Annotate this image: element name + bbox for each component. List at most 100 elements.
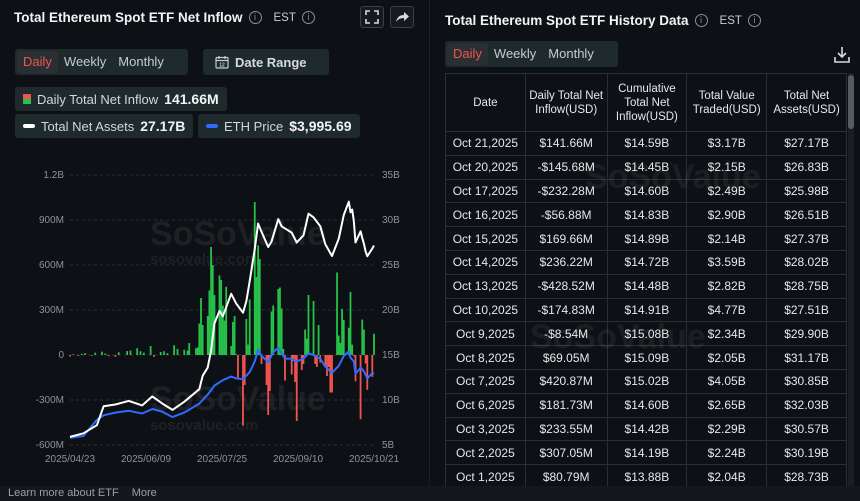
download-icon[interactable] [832,45,852,65]
legend-net-assets[interactable]: Total Net Assets 27.17B [15,114,194,138]
inflow-bar[interactable] [295,355,298,421]
inflow-bar[interactable] [268,355,271,391]
timezone-info-icon[interactable]: i [301,11,315,24]
inflow-bar[interactable] [359,355,362,420]
inflow-bar[interactable] [307,295,310,355]
table-row[interactable]: Oct 10,2025 -$174.83M $14.91B $4.77B $27.51B [445,297,847,323]
inflow-bar[interactable] [84,353,87,355]
inflow-bar[interactable] [114,355,117,357]
table-row[interactable]: Oct 8,2025 $69.05M $15.09B $2.05B $31.17B [445,345,847,370]
net-assets-line[interactable] [69,200,375,438]
inflow-bar[interactable] [255,277,258,355]
inflow-bar[interactable] [176,349,179,355]
inflow-bar[interactable] [317,325,320,355]
inflow-bar[interactable] [237,355,239,378]
inflow-bar[interactable] [258,259,261,355]
inflow-bar[interactable] [129,350,132,356]
table-row[interactable]: Oct 21,2025 $141.66M $14.59B $3.17B $27.17B [445,131,847,156]
inflow-bar[interactable] [371,355,374,377]
inflow-bar[interactable] [305,338,308,356]
inflow-bar[interactable] [225,286,228,355]
inflow-bar[interactable] [248,299,251,356]
inflow-bar[interactable] [223,320,226,356]
inflow-bar[interactable] [153,355,155,357]
table-row[interactable]: Oct 6,2025 $181.73M $14.60B $2.65B $32.03B [445,392,847,418]
fullscreen-icon[interactable] [360,6,384,28]
inflow-bar[interactable] [245,319,248,355]
inflow-bar[interactable] [136,348,139,355]
inflow-bar[interactable] [195,348,197,355]
inflow-bar[interactable] [324,355,327,366]
inflow-bar[interactable] [339,342,342,355]
inflow-bar[interactable] [188,343,191,355]
inflow-bar[interactable] [292,355,295,361]
inflow-bar[interactable] [104,353,107,356]
table-row[interactable]: Oct 13,2025 -$428.52M $14.48B $2.82B $28.75B [445,273,847,299]
tab-weekly[interactable]: Weekly [63,54,107,69]
inflow-bar[interactable] [265,355,268,385]
inflow-bar[interactable] [186,350,189,356]
eth-price-line[interactable] [69,346,375,439]
inflow-bar[interactable] [143,352,145,355]
col-net-assets[interactable]: Total Net Assets(USD) [766,73,847,132]
date-range-button[interactable]: 12 Date Range [203,49,329,75]
inflow-bar[interactable] [94,352,97,355]
inflow-bar[interactable] [257,245,260,356]
inflow-bar[interactable] [312,301,315,355]
inflow-bar[interactable] [166,353,169,355]
inflow-bar[interactable] [72,354,75,356]
inflow-bar[interactable] [363,329,365,355]
inflow-bar[interactable] [304,329,307,356]
table-row[interactable]: Oct 1,2025 $80.79M $13.88B $2.04B $28.73B [445,464,847,489]
inflow-bar[interactable] [159,352,162,355]
inflow-bar[interactable] [173,345,176,355]
inflow-bar[interactable] [243,355,246,385]
inflow-bar[interactable] [342,319,345,355]
table-tab-monthly[interactable]: Monthly [548,46,594,61]
inflow-bar[interactable] [126,351,129,355]
inflow-bar[interactable] [200,298,202,355]
inflow-bar[interactable] [242,355,244,426]
inflow-bar[interactable] [208,290,211,356]
table-row[interactable]: Oct 9,2025 -$8.54M $15.08B $2.34B $29.90B [445,321,847,347]
legend-eth-price[interactable]: ETH Price $3,995.69 [198,114,360,138]
table-row[interactable]: Oct 15,2025 $169.66M $14.89B $2.14B $27.37B [445,226,847,251]
inflow-bar[interactable] [272,305,275,356]
share-icon[interactable] [390,6,414,28]
tab-daily[interactable]: Daily [17,51,58,73]
inflow-bar[interactable] [183,349,186,355]
table-row[interactable]: Oct 16,2025 -$56.88M $14.83B $2.90B $26.51B [445,202,847,228]
inflow-bar[interactable] [235,354,238,356]
inflow-bar[interactable] [284,355,286,381]
table-timezone-info-icon[interactable]: i [747,14,761,27]
inflow-bar[interactable] [233,316,236,355]
tab-monthly[interactable]: Monthly [118,54,164,69]
inflow-bar[interactable] [349,291,352,355]
inflow-bar[interactable] [107,355,110,357]
table-scrollbar[interactable] [848,73,854,486]
inflow-bar[interactable] [163,351,165,355]
inflow-bar[interactable] [198,323,201,356]
inflow-bar[interactable] [221,305,224,356]
table-row[interactable]: Oct 2,2025 $307.05M $14.19B $2.24B $30.19B [445,440,847,466]
inflow-bar[interactable] [260,355,263,364]
inflow-bar[interactable] [279,287,281,356]
inflow-bar[interactable] [300,355,303,370]
inflow-bar[interactable] [139,351,142,355]
inflow-bar[interactable] [347,327,350,355]
inflow-bar[interactable] [201,325,204,355]
inflow-bar[interactable] [232,322,234,355]
inflow-bar[interactable] [90,355,93,356]
table-tab-weekly[interactable]: Weekly [493,46,537,61]
col-daily-inflow[interactable]: Daily Total Net Inflow(USD) [524,73,608,132]
inflow-bar[interactable] [230,346,233,355]
inflow-bar[interactable] [364,355,367,364]
inflow-bar[interactable] [294,355,296,382]
inflow-bar[interactable] [314,355,317,364]
col-cumulative-inflow[interactable]: Cumulative Total Net Inflow(USD) [606,73,688,132]
inflow-bar[interactable] [315,355,318,367]
inflow-bar[interactable] [77,355,80,356]
inflow-bar[interactable] [247,344,249,356]
more-link[interactable]: More [131,487,157,499]
inflow-bar[interactable] [267,355,270,415]
